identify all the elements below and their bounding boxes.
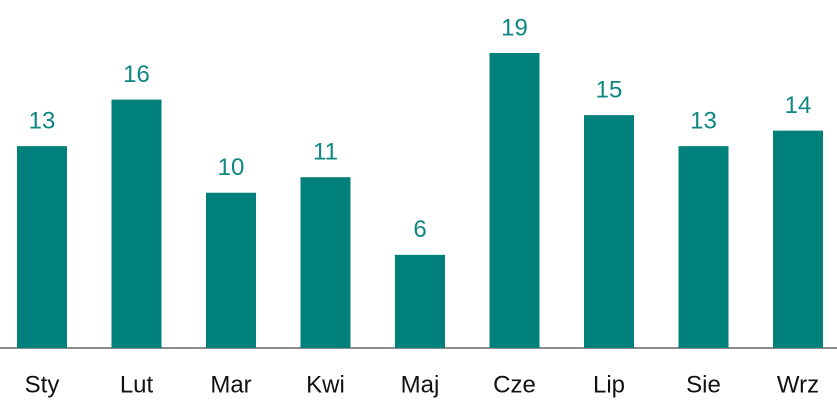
bar [584,115,634,349]
x-tick-label: Mar [210,371,251,398]
data-label: 16 [123,61,150,88]
bar [17,146,67,348]
bar [111,99,162,348]
x-tick-label: Wrz [777,371,819,398]
bar [395,254,445,348]
x-tick-label: Maj [401,371,440,398]
x-tick-label: Sty [25,371,60,398]
data-label: 14 [785,92,812,119]
data-label: 15 [596,76,623,103]
x-tick-label: Lip [593,371,625,398]
x-tick-label: Sie [686,371,721,398]
bar [489,53,540,348]
bar [300,177,351,348]
bar [678,146,729,348]
data-label: 11 [313,139,338,166]
x-tick-label: Lut [120,371,154,398]
bar [206,192,256,348]
x-tick-label: Kwi [306,371,345,398]
data-label: 6 [413,216,426,243]
bar [773,130,823,348]
data-label: 19 [501,14,528,41]
data-label: 10 [218,154,245,181]
data-label: 13 [29,108,56,135]
x-tick-label: Cze [493,371,536,398]
data-label: 13 [690,108,717,135]
